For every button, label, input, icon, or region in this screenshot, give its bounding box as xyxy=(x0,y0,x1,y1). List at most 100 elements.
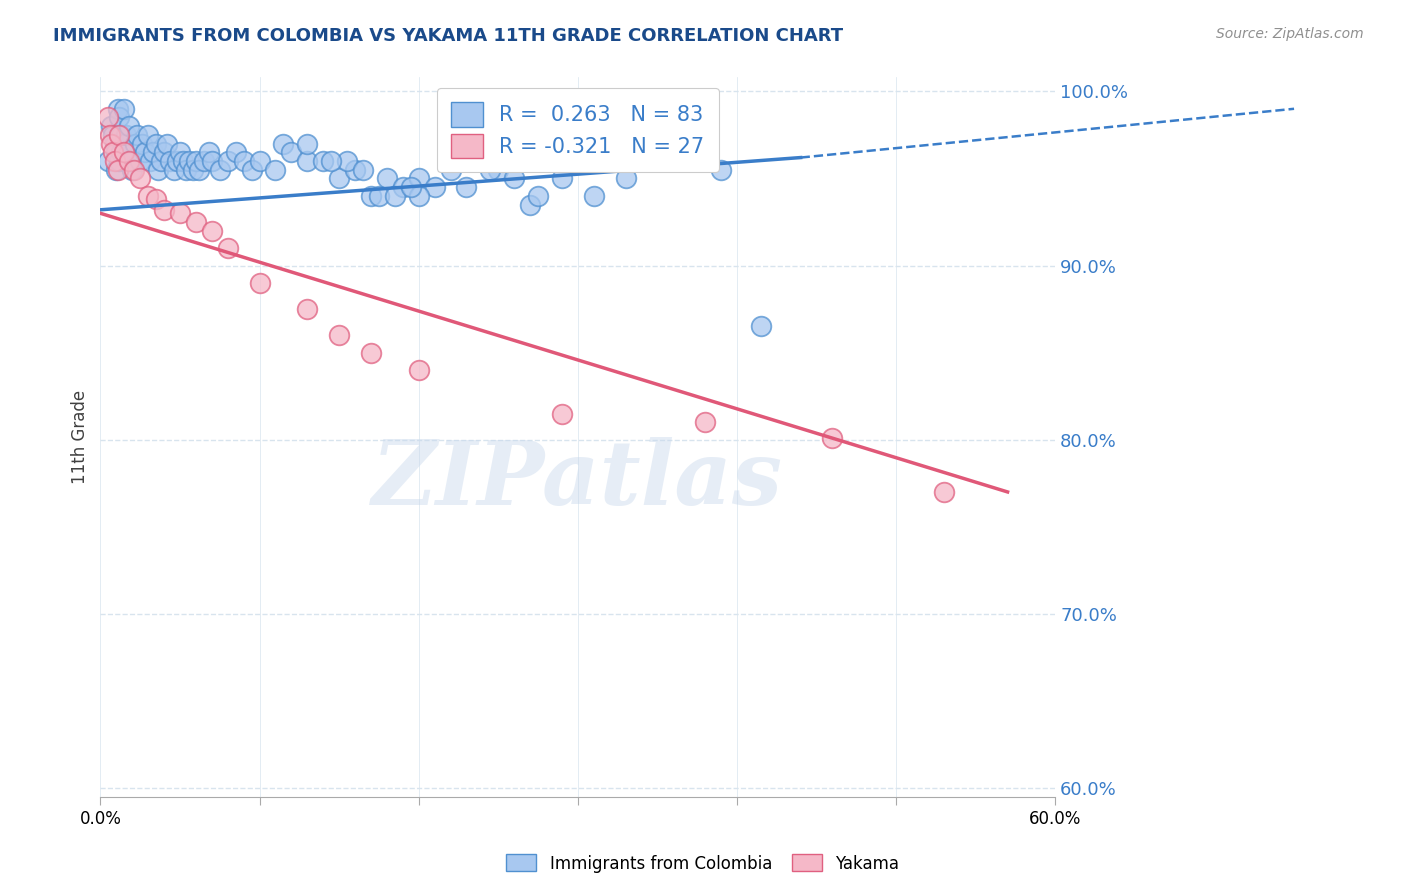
Text: IMMIGRANTS FROM COLOMBIA VS YAKAMA 11TH GRADE CORRELATION CHART: IMMIGRANTS FROM COLOMBIA VS YAKAMA 11TH … xyxy=(53,27,844,45)
Point xyxy=(125,128,148,142)
Point xyxy=(527,189,550,203)
Point xyxy=(179,154,201,169)
Point xyxy=(145,192,167,206)
Point xyxy=(118,154,141,169)
Point xyxy=(112,102,135,116)
Point xyxy=(159,154,181,169)
Point xyxy=(439,162,461,177)
Point xyxy=(932,485,955,500)
Point xyxy=(193,154,215,169)
Point xyxy=(456,180,478,194)
Point xyxy=(149,154,172,169)
Point xyxy=(169,145,191,160)
Point xyxy=(97,111,120,125)
Point xyxy=(479,162,502,177)
Point xyxy=(408,171,430,186)
Point xyxy=(201,224,224,238)
Point xyxy=(249,154,271,169)
Point xyxy=(184,154,207,169)
Point xyxy=(100,119,122,133)
Point xyxy=(197,145,219,160)
Point xyxy=(217,154,239,169)
Point xyxy=(118,119,141,133)
Point xyxy=(695,415,717,429)
Point xyxy=(486,162,509,177)
Point xyxy=(166,154,188,169)
Point xyxy=(503,171,526,186)
Point xyxy=(104,136,127,151)
Point xyxy=(749,319,772,334)
Point xyxy=(662,154,685,169)
Point xyxy=(136,128,159,142)
Point xyxy=(336,154,359,169)
Point xyxy=(352,162,374,177)
Point xyxy=(551,171,574,186)
Point xyxy=(110,145,132,160)
Point xyxy=(97,154,120,169)
Point xyxy=(172,154,194,169)
Point xyxy=(391,180,413,194)
Point xyxy=(297,302,319,317)
Point xyxy=(240,162,263,177)
Point xyxy=(184,215,207,229)
Point xyxy=(297,136,319,151)
Point xyxy=(136,189,159,203)
Point xyxy=(710,162,733,177)
Point xyxy=(124,136,146,151)
Point xyxy=(129,171,152,186)
Point xyxy=(138,154,160,169)
Legend: R =  0.263   N = 83, R = -0.321   N = 27: R = 0.263 N = 83, R = -0.321 N = 27 xyxy=(437,87,718,172)
Point xyxy=(107,102,129,116)
Point xyxy=(181,162,204,177)
Point xyxy=(201,154,224,169)
Point xyxy=(360,345,382,359)
Point xyxy=(129,154,152,169)
Point xyxy=(108,111,131,125)
Point xyxy=(105,162,128,177)
Point xyxy=(176,162,198,177)
Point xyxy=(328,171,350,186)
Point xyxy=(297,154,319,169)
Point xyxy=(112,145,135,160)
Point xyxy=(101,145,124,160)
Point xyxy=(98,128,121,142)
Point xyxy=(105,145,128,160)
Point xyxy=(232,154,254,169)
Point xyxy=(112,136,135,151)
Point xyxy=(408,189,430,203)
Point xyxy=(360,189,382,203)
Point xyxy=(146,162,169,177)
Point xyxy=(408,363,430,377)
Point xyxy=(249,276,271,290)
Point xyxy=(614,171,637,186)
Point xyxy=(162,162,184,177)
Point xyxy=(321,154,343,169)
Point xyxy=(142,145,165,160)
Point xyxy=(551,407,574,421)
Point xyxy=(120,154,142,169)
Text: ZIPatlas: ZIPatlas xyxy=(373,437,783,524)
Point xyxy=(582,189,605,203)
Point xyxy=(108,154,131,169)
Point xyxy=(145,136,167,151)
Point xyxy=(399,180,422,194)
Point xyxy=(104,154,127,169)
Point xyxy=(328,328,350,343)
Point xyxy=(110,128,132,142)
Point xyxy=(519,197,541,211)
Point xyxy=(122,162,145,177)
Text: Source: ZipAtlas.com: Source: ZipAtlas.com xyxy=(1216,27,1364,41)
Point xyxy=(375,171,398,186)
Point xyxy=(821,431,844,445)
Point xyxy=(169,206,191,220)
Point xyxy=(134,145,156,160)
Point xyxy=(208,162,231,177)
Point xyxy=(312,154,335,169)
Point xyxy=(217,241,239,255)
Point xyxy=(101,128,124,142)
Point xyxy=(111,136,134,151)
Point xyxy=(273,136,295,151)
Point xyxy=(153,202,176,217)
Point xyxy=(225,145,247,160)
Point xyxy=(131,136,153,151)
